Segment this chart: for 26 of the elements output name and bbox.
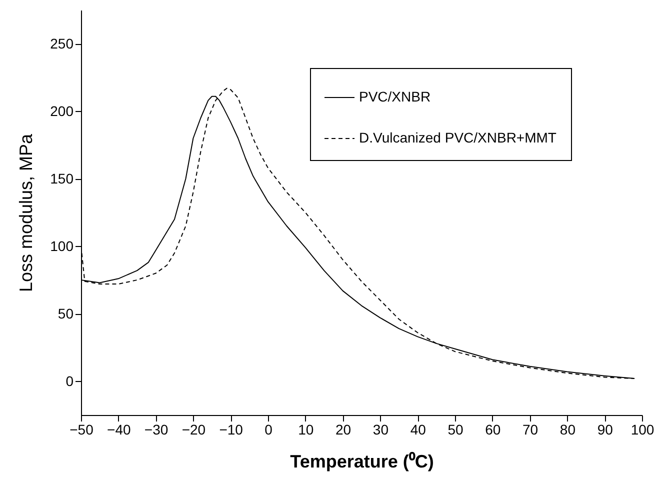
x-tick-label: −40 [107,422,131,438]
x-tick-label: 30 [372,422,389,438]
y-axis-title: Loss modulus, MPa [16,132,36,292]
y-tick-label: 50 [58,305,74,322]
x-tick-label: 50 [448,422,464,438]
x-tick-label: −50 [70,422,94,438]
x-tick-label: 100 [630,422,654,438]
y-tick-label: 250 [50,35,74,52]
x-tick-label: 0 [264,422,273,438]
x-tick-label: 60 [485,422,501,438]
x-tick-label: 80 [560,422,576,438]
x-tick-label: 40 [410,422,426,438]
y-tick-label: 0 [66,372,74,389]
x-tick-label: 70 [522,422,538,438]
x-tick-label: −10 [219,422,244,438]
x-tick-label: 90 [597,422,614,438]
legend-label: PVC/XNBR [359,88,431,104]
x-tick-label: 20 [336,422,352,438]
y-tick-label: 150 [50,170,74,186]
legend-label: D.Vulcanized PVC/XNBR+MMT [359,130,557,146]
y-tick-label: 100 [50,238,74,254]
x-tick-label: 10 [298,422,314,438]
x-tick-label: −20 [182,422,206,438]
x-axis-title: Temperature (⁰C) [290,452,434,472]
x-tick-label: −30 [144,422,168,438]
y-tick-label: 200 [50,102,74,119]
